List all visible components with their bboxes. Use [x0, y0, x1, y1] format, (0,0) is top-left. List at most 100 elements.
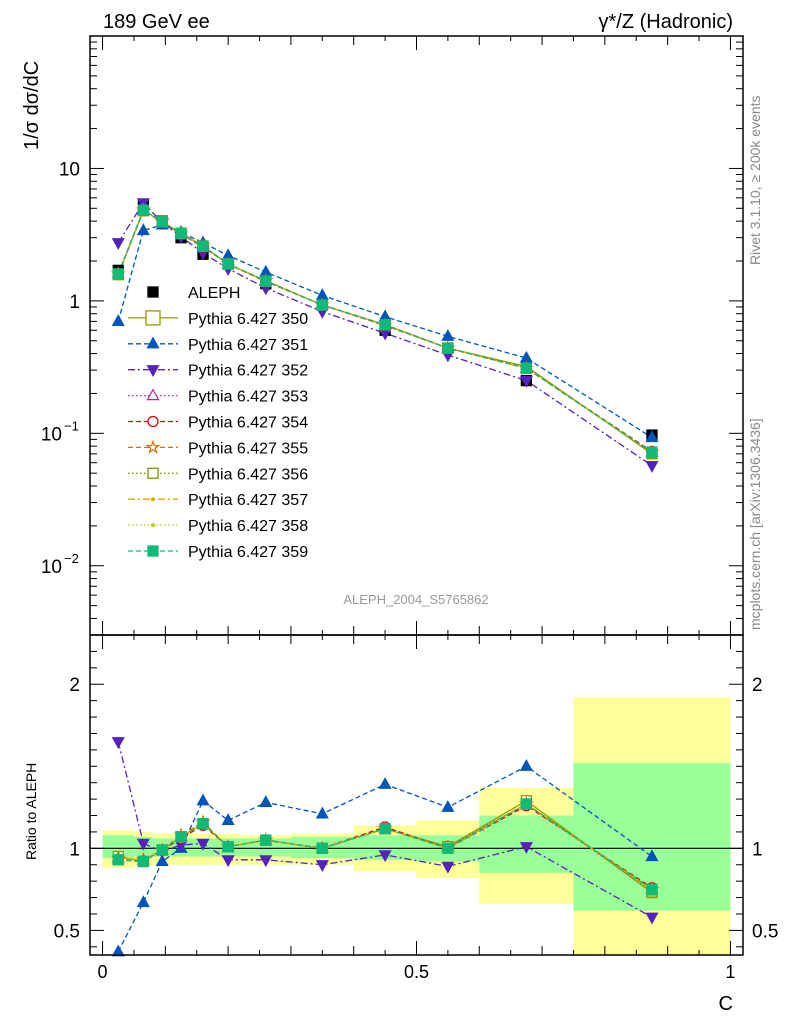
ratio-point-2-11	[645, 912, 659, 925]
ratio-ylabel: Ratio to ALEPH	[23, 763, 39, 860]
legend-item-7: Pythia 6.427 356	[128, 466, 308, 483]
legend-marker-0	[147, 286, 159, 298]
header-left: 189 GeV ee	[103, 11, 210, 33]
ratio-line-1	[117, 765, 653, 953]
main-line-10	[117, 209, 653, 453]
ratio-point-9-1	[137, 855, 150, 868]
ratio-point-1-7	[315, 806, 329, 819]
main-point-10-10	[520, 362, 533, 374]
ratio-y-tick-label-right-0: 0.5	[752, 921, 778, 942]
legend-label-1: Pythia 6.427 350	[188, 311, 308, 328]
ratio-point-9-7	[316, 842, 328, 854]
analysis-label: ALEPH_2004_S5765862	[343, 592, 488, 607]
legend-marker-7	[147, 467, 159, 479]
legend-label-9: Pythia 6.427 358	[188, 518, 308, 535]
legend-label-5: Pythia 6.427 354	[188, 415, 308, 432]
ratio-point-2-9	[441, 861, 455, 874]
ratio-point-1-2	[155, 854, 169, 867]
legend-marker-6	[145, 439, 161, 454]
ratio-y-tick-label-left-0: 0.5	[54, 921, 80, 942]
ratio-y-tick-label-left-2: 2	[69, 675, 80, 696]
legend-item-6: Pythia 6.427 355	[128, 439, 308, 457]
rivet-label: Rivet 3.1.10, ≥ 200k events	[747, 95, 763, 265]
main-series-layer	[110, 198, 660, 473]
main-ylabel: 1/σ dσ/dC	[21, 61, 43, 150]
main-point-10-3	[175, 227, 187, 240]
main-point-2-0	[111, 314, 125, 326]
ratio-point-9-8	[379, 822, 391, 835]
ratio-point-9-5	[222, 841, 234, 853]
main-point-10-9	[442, 342, 454, 354]
legend-marker-1	[145, 310, 161, 326]
ratio-point-1-5	[221, 813, 235, 826]
legend-item-9: Pythia 6.427 358	[128, 518, 308, 535]
ratio-point-2-0	[111, 737, 125, 749]
ratio-y-tick-label-right-1: 1	[752, 839, 763, 860]
ratio-point-1-0	[111, 944, 125, 957]
ratio-point-2-10	[519, 842, 533, 854]
ratio-point-9-11	[646, 883, 658, 896]
x-tick-label-0: 0	[98, 962, 108, 982]
main-point-10-8	[379, 319, 391, 331]
main-y-tick-label-exp-0: 10	[41, 424, 62, 445]
x-tick-label-1: 0.5	[404, 962, 429, 982]
legend-item-0: ALEPH	[147, 285, 240, 302]
main-point-10-0	[112, 268, 124, 280]
ratio-point-9-4	[197, 818, 209, 830]
legend-marker-3	[146, 365, 160, 377]
mcplots-label: mcplots.cern.ch [arXiv:1306.3436]	[747, 418, 763, 630]
ratio-y-tick-label-right-2: 2	[752, 675, 763, 696]
ratio-point-1-8	[378, 777, 392, 789]
main-line-2	[117, 224, 653, 439]
legend-item-8: Pythia 6.427 357	[128, 492, 308, 509]
legend-marker-2	[146, 336, 160, 349]
main-point-10-11	[646, 446, 658, 458]
ratio-point-1-6	[259, 795, 273, 807]
legend-item-1: Pythia 6.427 350	[128, 310, 308, 328]
legend-label-0: ALEPH	[188, 285, 240, 302]
ratio-point-1-4	[196, 793, 210, 806]
ratio-point-1-10	[519, 759, 533, 771]
legend-label-7: Pythia 6.427 356	[188, 466, 308, 483]
ratio-point-2-5	[221, 855, 235, 868]
legend-item-4: Pythia 6.427 353	[128, 388, 308, 406]
main-y-tick-label-exp-1: 10	[41, 557, 62, 578]
x-tick-label-2: 1	[725, 962, 735, 982]
main-y-tick-label-exponent-1: −2	[64, 551, 79, 566]
header-right: γ*/Z (Hadronic)	[599, 11, 733, 33]
main-point-3-10	[519, 376, 533, 388]
ratio-point-9-6	[260, 834, 272, 846]
main-y-tick-label-0: 10	[59, 159, 80, 180]
ratio-point-2-7	[315, 860, 329, 872]
ratio-point-9-3	[175, 831, 187, 843]
legend-item-2: Pythia 6.427 351	[128, 336, 308, 354]
legend-label-6: Pythia 6.427 355	[188, 440, 308, 457]
main-y-tick-label-1: 1	[69, 292, 80, 313]
ratio-point-9-0	[112, 854, 124, 866]
ratio-point-1-11	[645, 849, 659, 862]
main-point-10-4	[197, 240, 209, 253]
legend-marker-9	[151, 523, 155, 528]
ratio-point-2-8	[378, 850, 392, 863]
band-inner-6	[240, 838, 291, 857]
main-y-tick-label-exponent-0: −1	[64, 418, 79, 433]
main-point-10-7	[316, 299, 328, 311]
legend-label-3: Pythia 6.427 352	[188, 363, 308, 380]
ratio-point-9-2	[156, 844, 168, 856]
main-point-10-2	[156, 216, 168, 228]
legend-marker-5	[147, 415, 159, 428]
legend-label-2: Pythia 6.427 351	[188, 337, 308, 354]
main-point-10-5	[222, 258, 234, 270]
legend-label-8: Pythia 6.427 357	[188, 492, 308, 509]
legend-item-10: Pythia 6.427 359	[128, 544, 308, 561]
ratio-uncertainty-bands	[90, 697, 743, 955]
legend-item-5: Pythia 6.427 354	[128, 415, 308, 432]
ratio-point-9-10	[520, 798, 533, 810]
legend-marker-4	[146, 388, 160, 401]
ratio-series-layer	[110, 737, 660, 957]
ratio-y-tick-label-left-1: 1	[69, 839, 80, 860]
ratio-point-9-9	[442, 842, 454, 854]
ratio-point-2-6	[259, 855, 273, 868]
legend-label-4: Pythia 6.427 353	[188, 389, 308, 406]
